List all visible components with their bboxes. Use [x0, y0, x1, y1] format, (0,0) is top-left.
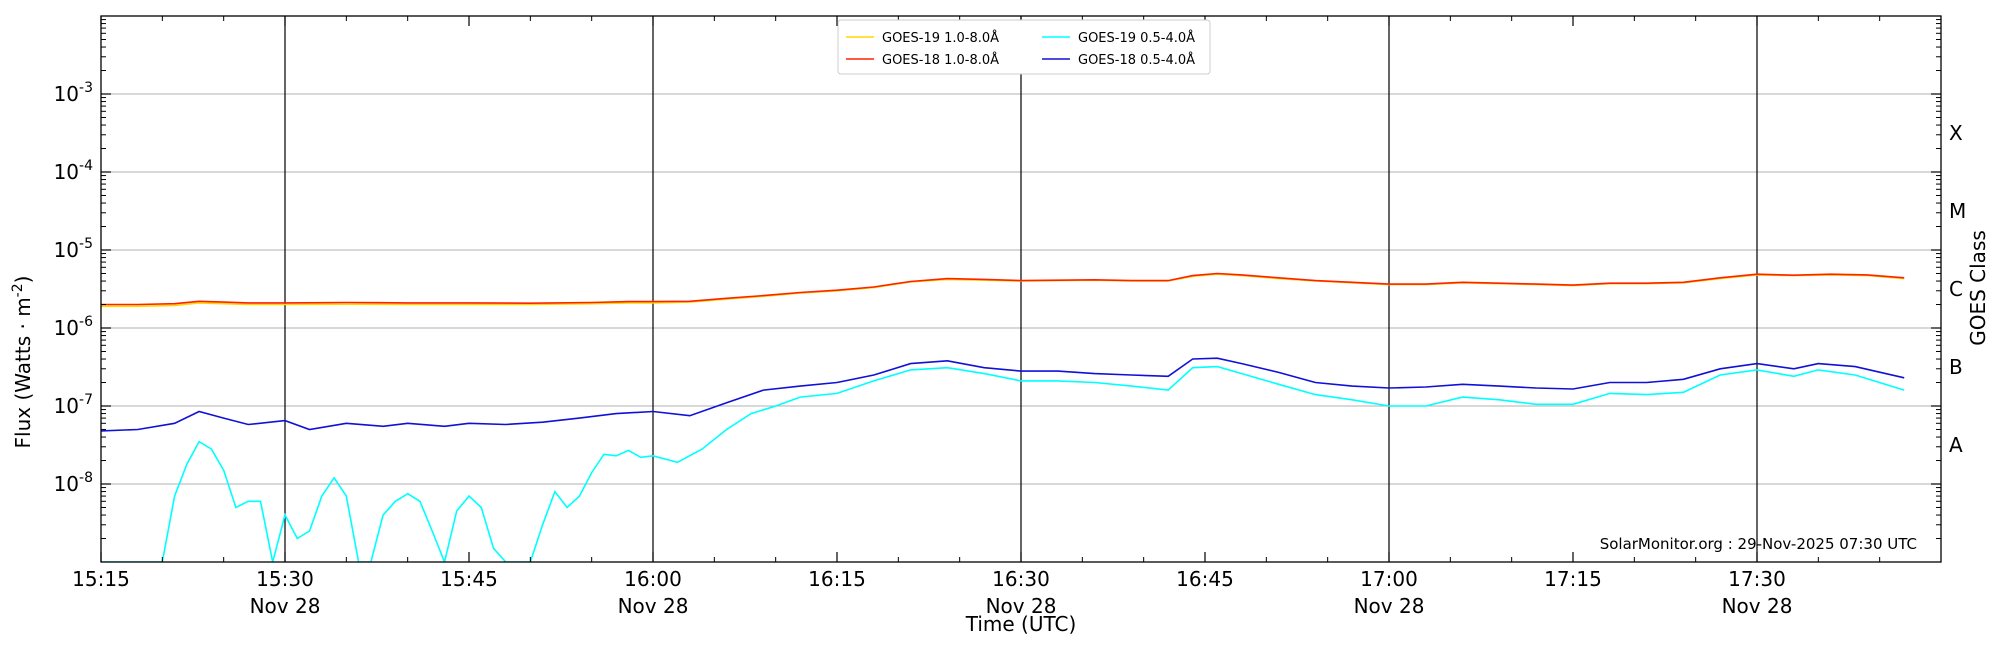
legend-label: GOES-18 1.0-8.0Å: [882, 52, 999, 68]
series-line-4: [101, 357, 1905, 432]
x-tick-label: 16:00: [624, 567, 682, 591]
x-tick-date-label: Nov 28: [1722, 594, 1793, 618]
goes-class-m: M: [1949, 199, 1966, 223]
y-tick-base: 10: [54, 238, 79, 262]
y-tick-base: 10: [54, 472, 79, 496]
y-tick-label: 10-6: [54, 314, 94, 340]
goes-class-c: C: [1949, 277, 1963, 301]
x-tick-label: 17:15: [1544, 567, 1602, 591]
y-axis-title-main: Flux (Watts · m: [11, 297, 35, 448]
y-tick-exponent: -4: [79, 158, 93, 174]
y-tick-exponent: -3: [79, 80, 93, 96]
series-line-2: [101, 272, 1905, 306]
y-axis-title: Flux (Watts · m-2): [10, 276, 35, 449]
x-tick-date-label: Nov 28: [1354, 594, 1425, 618]
y-tick-exponent: -7: [79, 392, 93, 408]
y-tick-base: 10: [54, 316, 79, 340]
x-tick-date-label: Nov 28: [618, 594, 689, 618]
x-tick-label: 15:30: [256, 567, 314, 591]
y-tick-base: 10: [54, 82, 79, 106]
credit-text: SolarMonitor.org : 29-Nov-2025 07:30 UTC: [1600, 535, 1917, 553]
x-tick-label: 16:45: [1176, 567, 1234, 591]
x-tick-label: 17:00: [1360, 567, 1418, 591]
goes-class-a: A: [1949, 433, 1963, 457]
x-tick-label: 15:15: [72, 567, 130, 591]
y-tick-base: 10: [54, 160, 79, 184]
day-marker-lines: [284, 16, 1758, 562]
x-tick-date-label: Nov 28: [250, 594, 321, 618]
y-tick-label: 10-5: [54, 236, 93, 262]
legend: GOES-19 1.0-8.0Å GOES-19 0.5-4.0Å GOES-18 …: [837, 19, 1211, 75]
y-tick-label: 10-7: [54, 392, 93, 418]
y-tick-exponent: -6: [79, 314, 93, 330]
goes-class-b: B: [1949, 355, 1963, 379]
y-tick-label: 10-8: [54, 470, 93, 496]
y-tick-label: 10-4: [54, 158, 94, 184]
x-tick-label: 15:45: [440, 567, 498, 591]
goes-class-labels: X M C B A: [1949, 121, 1966, 457]
series-lines: [101, 272, 1905, 562]
x-tick-label: 17:30: [1728, 567, 1786, 591]
goes-class-axis-title: GOES Class: [1966, 230, 1990, 346]
y-tick-base: 10: [54, 394, 79, 418]
y-axis-title-close: ): [11, 276, 35, 284]
x-axis-title: Time (UTC): [965, 612, 1077, 636]
legend-label: GOES-19 1.0-8.0Å: [882, 30, 999, 46]
x-axis-ticks: 15:15 15:30 Nov 28 15:45 16:00 Nov 28 16:15 16:…: [72, 16, 1881, 618]
x-tick-date-label: Nov 28: [986, 594, 1057, 618]
legend-label: GOES-19 0.5-4.0Å: [1078, 30, 1195, 46]
legend-box: [837, 19, 1211, 75]
x-tick-label: 16:30: [992, 567, 1050, 591]
y-axis-title-sup: -2: [10, 283, 26, 297]
y-tick-label: 10-3: [54, 80, 93, 106]
goes-class-x: X: [1949, 121, 1963, 145]
y-axis-ticks: 10-310-410-510-610-710-8: [54, 19, 1941, 540]
y-tick-exponent: -5: [79, 236, 93, 252]
series-line-3: [101, 365, 1905, 562]
legend-label: GOES-18 0.5-4.0Å: [1078, 52, 1195, 68]
x-tick-label: 16:15: [808, 567, 866, 591]
y-tick-exponent: -8: [79, 470, 93, 486]
